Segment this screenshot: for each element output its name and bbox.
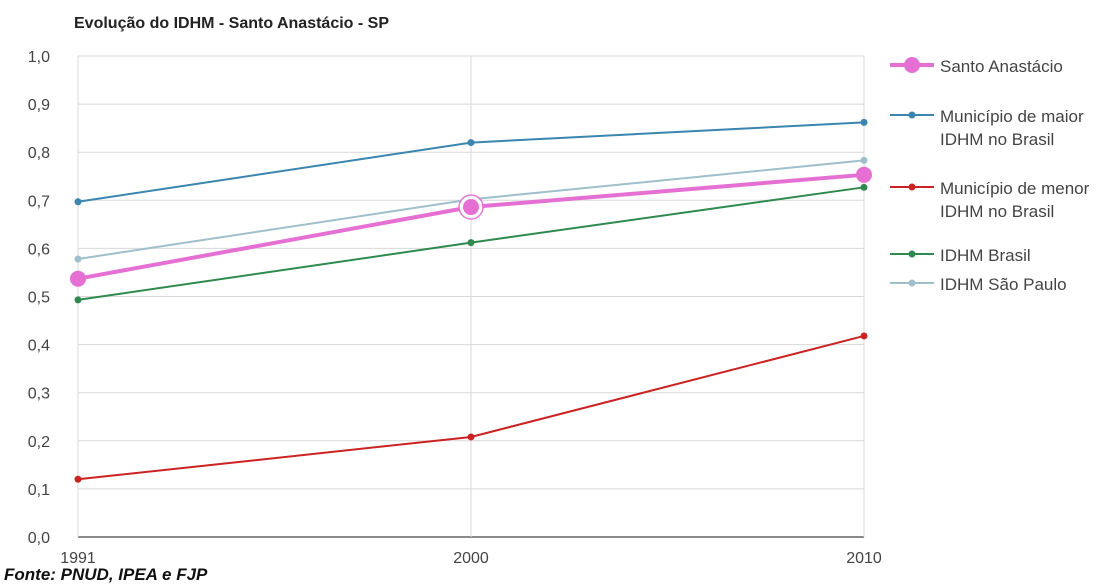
data-point — [75, 476, 82, 483]
data-point — [75, 255, 82, 262]
y-tick-label: 0,9 — [28, 97, 50, 114]
y-tick-label: 0,7 — [28, 193, 50, 210]
data-point — [468, 239, 475, 246]
data-point — [861, 184, 868, 191]
legend-swatch — [890, 105, 934, 125]
legend-swatch — [890, 55, 934, 75]
data-point — [75, 198, 82, 205]
legend-label: IDHM São Paulo — [940, 273, 1107, 296]
source-note: Fonte: PNUD, IPEA e FJP — [4, 565, 207, 585]
legend-item: Santo Anastácio — [890, 55, 1107, 78]
y-tick-label: 0,3 — [28, 386, 50, 403]
legend-swatch-marker — [909, 184, 916, 191]
y-tick-label: 0,1 — [28, 482, 50, 499]
y-tick-label: 0,8 — [28, 145, 50, 162]
y-tick-label: 1,0 — [28, 49, 50, 66]
y-tick-label: 0,5 — [28, 290, 50, 307]
legend-swatch — [890, 177, 934, 197]
legend-swatch — [890, 244, 934, 264]
legend-swatch-marker — [909, 280, 916, 287]
y-tick-label: 0,4 — [28, 338, 50, 355]
data-point — [856, 167, 872, 183]
legend-label: Santo Anastácio — [940, 55, 1107, 78]
data-point — [468, 139, 475, 146]
y-tick-label: 0,0 — [28, 530, 50, 547]
legend-item: IDHM São Paulo — [890, 273, 1107, 296]
data-point — [468, 433, 475, 440]
data-point — [75, 296, 82, 303]
y-tick-label: 0,2 — [28, 434, 50, 451]
legend-swatch — [890, 273, 934, 293]
x-tick-label: 2000 — [453, 550, 489, 567]
data-point — [463, 199, 479, 215]
legend-item: Município de maior IDHM no Brasil — [890, 105, 1107, 151]
data-point — [70, 271, 86, 287]
data-point — [861, 119, 868, 126]
legend-label: IDHM Brasil — [940, 244, 1107, 267]
data-point — [861, 157, 868, 164]
legend-swatch-marker — [909, 112, 916, 119]
data-point — [861, 332, 868, 339]
legend-label: Município de menor IDHM no Brasil — [940, 177, 1107, 223]
legend-swatch-marker — [909, 251, 916, 258]
legend-item: IDHM Brasil — [890, 244, 1107, 267]
legend-label: Município de maior IDHM no Brasil — [940, 105, 1107, 151]
legend-swatch-marker — [904, 57, 920, 73]
legend-item: Município de menor IDHM no Brasil — [890, 177, 1107, 223]
x-tick-label: 2010 — [846, 550, 882, 567]
y-tick-label: 0,6 — [28, 241, 50, 258]
